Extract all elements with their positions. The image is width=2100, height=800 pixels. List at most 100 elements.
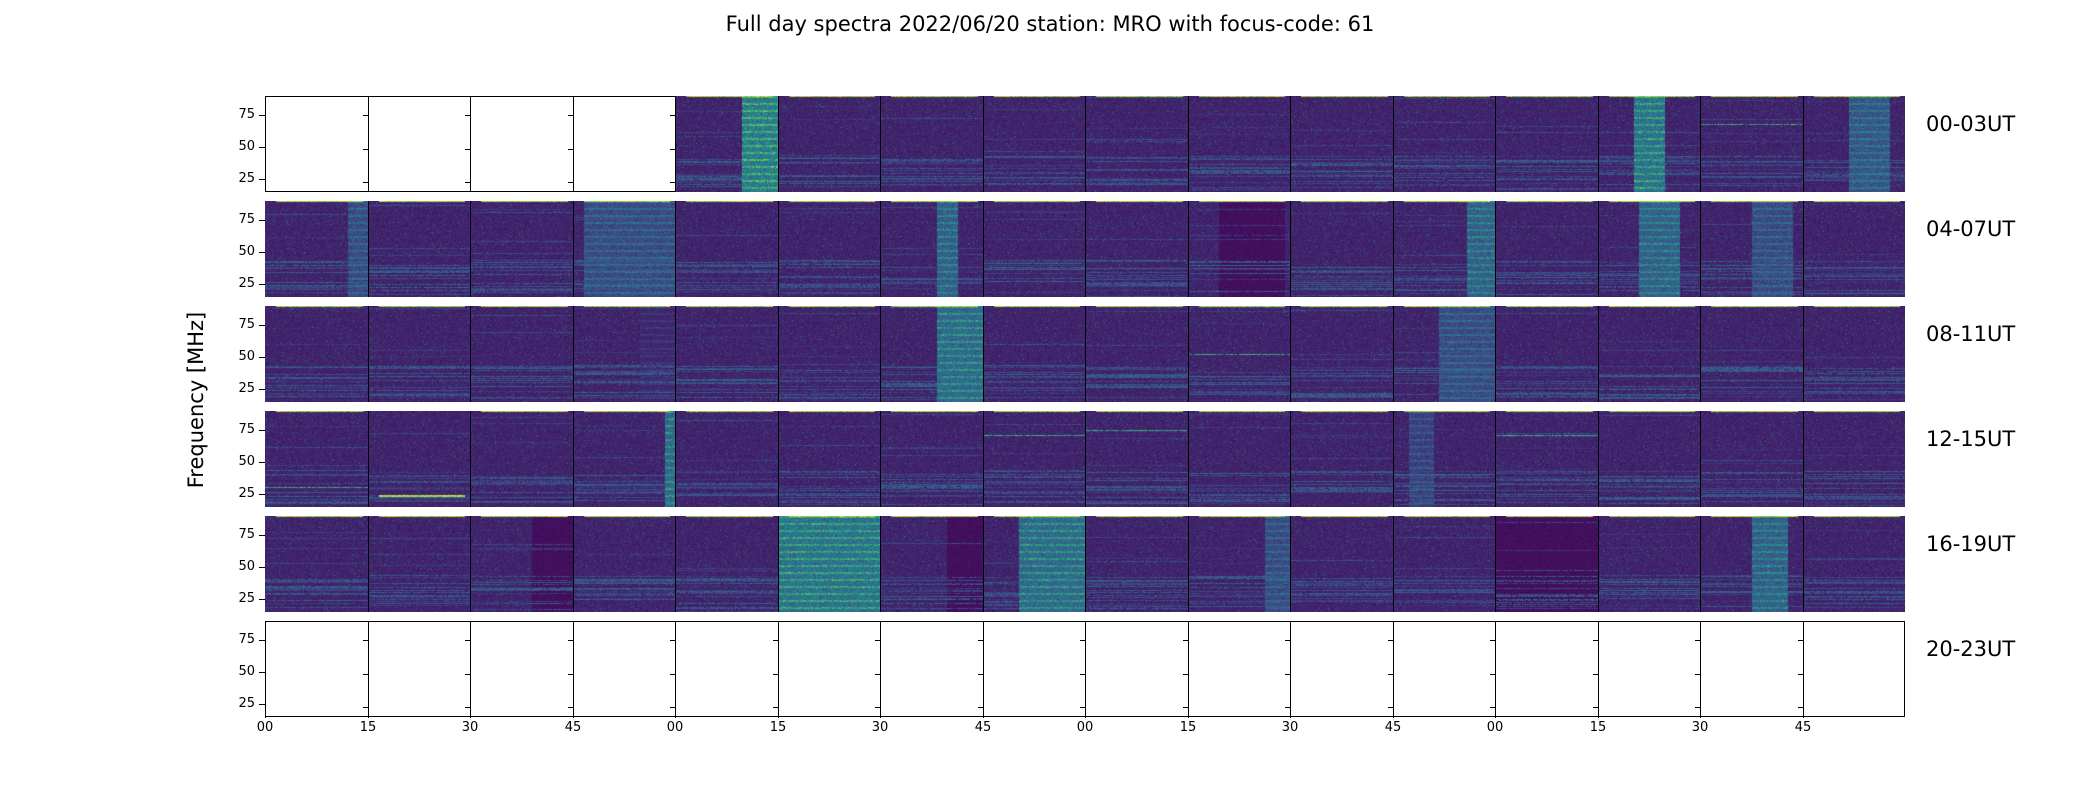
spectrum-panel	[675, 96, 778, 192]
panel-divider	[778, 621, 779, 717]
x-tick-label: 00	[1076, 720, 1094, 735]
spectrogram-image	[1188, 96, 1290, 192]
spectrum-panel	[880, 411, 983, 507]
spectrogram-image	[1803, 201, 1905, 297]
x-tick-label: 15	[359, 720, 377, 735]
panel-divider	[1085, 306, 1086, 402]
panel-tick	[1285, 640, 1290, 641]
panel-divider	[1290, 516, 1291, 612]
y-tick-mark	[259, 704, 265, 705]
panel-divider	[1290, 96, 1291, 192]
panel-divider	[368, 516, 369, 612]
panel-tick	[1183, 707, 1188, 708]
spectrum-panel	[1393, 516, 1495, 612]
empty-spectrum-panel	[1803, 621, 1905, 717]
panel-divider	[1598, 621, 1599, 717]
panel-divider	[1085, 201, 1086, 297]
spectrogram-image	[778, 411, 880, 507]
spectrum-panel	[778, 516, 880, 612]
spectrogram-image	[1700, 96, 1803, 192]
empty-spectrum-panel	[470, 621, 573, 717]
panel-divider	[1290, 201, 1291, 297]
spectrum-panel	[1085, 96, 1188, 192]
spectrum-panel	[470, 411, 573, 507]
y-tick-label: 25	[238, 486, 255, 501]
x-tick-mark	[1290, 713, 1291, 718]
panel-divider	[368, 621, 369, 717]
panel-divider	[1598, 306, 1599, 402]
panel-tick	[1490, 640, 1495, 641]
spectrum-panel	[1598, 516, 1700, 612]
x-tick-label: 30	[1691, 720, 1709, 735]
y-tick-label: 50	[238, 559, 255, 574]
panel-divider	[1700, 516, 1701, 612]
panel-tick	[773, 674, 778, 675]
spectrogram-image	[1085, 306, 1188, 402]
spectrogram-image	[880, 411, 983, 507]
panel-tick	[670, 149, 675, 150]
figure-title: Full day spectra 2022/06/20 station: MRO…	[725, 12, 1375, 36]
panel-tick	[568, 182, 573, 183]
panel-tick	[363, 707, 368, 708]
y-tick-mark	[259, 535, 265, 536]
spectrogram-image	[1598, 201, 1700, 297]
spectrum-panel	[880, 306, 983, 402]
panel-divider	[778, 96, 779, 192]
panel-divider	[1803, 96, 1804, 192]
panel-divider	[1188, 96, 1189, 192]
spectrum-panel	[778, 411, 880, 507]
spectrogram-image	[1495, 201, 1598, 297]
spectrogram-image	[573, 516, 675, 612]
spectra-row	[265, 306, 1905, 402]
panel-divider	[1495, 96, 1496, 192]
panel-tick	[363, 182, 368, 183]
panel-tick	[465, 182, 470, 183]
spectrogram-image	[573, 201, 675, 297]
spectrogram-image	[880, 96, 983, 192]
spectrum-panel	[1188, 516, 1290, 612]
spectrum-panel	[1290, 516, 1393, 612]
spectrogram-image	[470, 411, 573, 507]
panel-tick	[1080, 707, 1085, 708]
panel-divider	[1803, 411, 1804, 507]
spectrogram-image	[983, 411, 1085, 507]
spectrum-panel	[1290, 96, 1393, 192]
spectrogram-image	[1495, 306, 1598, 402]
panel-divider	[983, 411, 984, 507]
spectrogram-image	[1393, 411, 1495, 507]
row-time-label: 12-15UT	[1926, 427, 2016, 451]
spectrogram-image	[880, 201, 983, 297]
panel-tick	[875, 640, 880, 641]
spectra-row	[265, 411, 1905, 507]
y-tick-label: 25	[238, 696, 255, 711]
y-tick-label: 75	[238, 632, 255, 647]
spectrum-panel	[983, 411, 1085, 507]
empty-spectrum-panel	[1700, 621, 1803, 717]
panel-divider	[1495, 516, 1496, 612]
spectra-row	[265, 96, 1905, 192]
panel-tick	[1695, 674, 1700, 675]
x-tick-mark	[880, 713, 881, 718]
panel-divider	[1803, 621, 1804, 717]
row-time-label: 00-03UT	[1926, 112, 2016, 136]
spectrogram-image	[1290, 201, 1393, 297]
panel-divider	[880, 306, 881, 402]
panel-divider	[1598, 516, 1599, 612]
spectrogram-image	[778, 516, 880, 612]
y-tick-mark	[259, 252, 265, 253]
panel-divider	[983, 621, 984, 717]
panel-divider	[1085, 96, 1086, 192]
y-tick-label: 50	[238, 244, 255, 259]
panel-divider	[1803, 201, 1804, 297]
panel-tick	[1798, 674, 1803, 675]
panel-divider	[1188, 621, 1189, 717]
spectrogram-image	[1290, 306, 1393, 402]
panel-divider	[1188, 201, 1189, 297]
empty-spectrum-panel	[778, 621, 880, 717]
spectrogram-image	[470, 201, 573, 297]
spectrum-panel	[778, 96, 880, 192]
panel-divider	[470, 306, 471, 402]
panel-divider	[1700, 411, 1701, 507]
spectrum-panel	[1598, 96, 1700, 192]
panel-divider	[983, 96, 984, 192]
